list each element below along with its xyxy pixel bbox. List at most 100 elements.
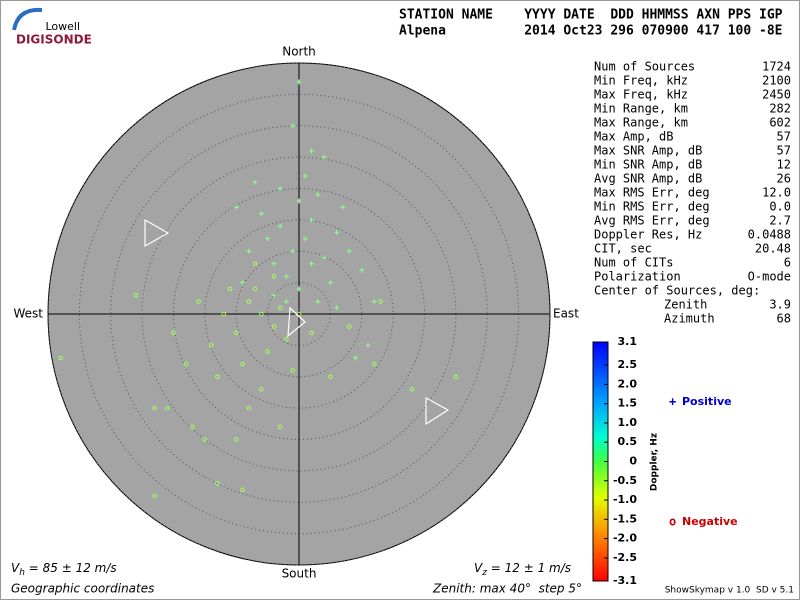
source-circle xyxy=(259,311,264,317)
source-circle xyxy=(190,424,195,430)
source-plus xyxy=(327,280,333,286)
vh-label: Vh = 85 ± 12 m/s xyxy=(11,561,117,578)
stat-label: Max Amp, dB xyxy=(594,130,673,144)
stat-label: Avg SNR Amp, dB xyxy=(594,172,702,186)
source-plus xyxy=(315,298,321,304)
source-circle xyxy=(58,355,63,361)
source-plus xyxy=(315,192,321,198)
source-plus xyxy=(283,273,289,279)
stat-label: Num of CITs xyxy=(594,256,673,270)
stat-value: 12 xyxy=(777,158,791,172)
source-circle xyxy=(453,374,459,380)
legend-label: Positive xyxy=(682,395,732,408)
stat-value: 0.0 xyxy=(769,200,791,214)
source-circle xyxy=(284,336,289,342)
stat-value: 57 xyxy=(777,144,791,158)
stat-value: 26 xyxy=(777,172,791,186)
center-label: Zenith xyxy=(664,298,707,312)
source-circle xyxy=(196,299,201,304)
colorbar-label: Doppler, Hz xyxy=(650,433,660,491)
source-circle xyxy=(208,343,214,348)
source-circle xyxy=(152,493,157,499)
colorbar-tick-label: 0.5 xyxy=(618,435,638,448)
source-circle xyxy=(277,424,283,430)
colorbar-tick-label: -2.5 xyxy=(613,551,637,564)
stat-value: 2.7 xyxy=(769,214,791,228)
source-plus xyxy=(371,298,377,304)
source-circle xyxy=(215,374,220,380)
stat-value: 2450 xyxy=(762,88,791,102)
source-circle xyxy=(227,286,233,292)
colorbar-tick-label: -0.5 xyxy=(613,474,637,487)
direction-label: South xyxy=(282,567,317,581)
colorbar-tick-label: 1.0 xyxy=(618,416,638,429)
zenith-label: Zenith: max 40° step 5° xyxy=(432,582,582,596)
source-plus xyxy=(233,204,239,210)
stat-value: 602 xyxy=(769,116,791,130)
source-plus xyxy=(265,236,271,242)
stat-value: 282 xyxy=(769,102,791,116)
header-labels: STATION NAME YYYY DATE DDD HHMMSS AXN PP… xyxy=(399,8,783,23)
source-plus xyxy=(290,248,296,254)
stat-label: Min Freq, kHz xyxy=(594,74,688,88)
stat-label: Max Freq, kHz xyxy=(594,88,688,102)
stat-value: 1724 xyxy=(762,60,791,74)
stat-label: Min SNR Amp, dB xyxy=(594,158,702,172)
legend-label: Negative xyxy=(682,515,738,528)
source-circle xyxy=(164,405,170,411)
antenna-triangle xyxy=(144,218,170,248)
source-plus xyxy=(271,261,277,267)
center-value: 3.9 xyxy=(769,298,791,312)
source-plus xyxy=(321,154,327,160)
source-plus xyxy=(359,267,365,273)
stat-value: 57 xyxy=(777,130,791,144)
source-circle xyxy=(240,361,245,367)
center-title: Center of Sources, deg: xyxy=(594,284,760,298)
source-plus xyxy=(277,223,283,229)
colorbar-tick-label: 3.1 xyxy=(618,335,638,348)
source-plus xyxy=(321,255,327,261)
stat-label: Max Range, km xyxy=(594,116,688,130)
colorbar-tick-label: -3.1 xyxy=(613,574,637,587)
colorbar-tick-label: -2.0 xyxy=(613,532,637,545)
source-plus xyxy=(309,148,315,154)
source-circle xyxy=(259,387,264,392)
source-circle xyxy=(409,387,415,392)
stat-label: Max SNR Amp, dB xyxy=(594,144,702,158)
source-circle xyxy=(215,481,220,486)
source-plus xyxy=(271,292,277,298)
logo-swoosh xyxy=(12,7,43,31)
legend-marker: + xyxy=(669,395,676,409)
colorbar-tick-label: 2.0 xyxy=(618,377,638,390)
source-circle xyxy=(183,361,189,367)
source-plus xyxy=(283,298,289,304)
source-circle xyxy=(133,292,139,298)
source-circle xyxy=(271,274,277,279)
plot xyxy=(47,62,551,566)
colorbar-tick-label: 0 xyxy=(629,455,637,468)
source-circle xyxy=(233,330,239,336)
antenna-triangle xyxy=(425,396,450,426)
stat-value: 20.48 xyxy=(755,242,791,256)
stat-label: Polarization xyxy=(594,270,681,284)
stat-value: 0.0488 xyxy=(748,228,791,242)
stat-label: Avg RMS Err, deg xyxy=(594,214,710,228)
source-plus xyxy=(240,280,246,286)
stat-value: 2100 xyxy=(762,74,791,88)
colorbar-tick-label: 2.5 xyxy=(618,358,638,371)
coords-label: Geographic coordinates xyxy=(11,582,154,596)
direction-label: East xyxy=(553,307,579,321)
source-plus xyxy=(334,229,340,235)
stat-value: 12.0 xyxy=(762,186,791,200)
stat-label: Max RMS Err, deg xyxy=(594,186,710,200)
source-plus xyxy=(346,248,352,254)
stat-value: O-mode xyxy=(748,270,791,284)
direction-label: West xyxy=(13,307,43,321)
source-plus xyxy=(277,186,283,191)
source-circle xyxy=(246,299,252,304)
source-plus xyxy=(309,261,315,267)
source-plus xyxy=(290,123,296,129)
source-plus xyxy=(334,305,340,311)
logo-text: Lowell xyxy=(45,20,80,33)
source-plus xyxy=(296,79,302,85)
